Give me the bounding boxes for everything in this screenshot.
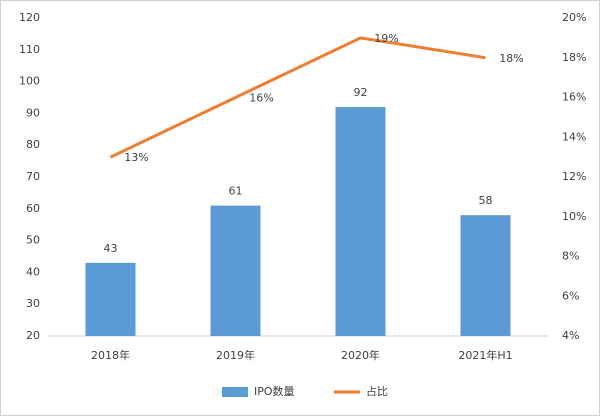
bar — [335, 107, 386, 336]
line-value-label: 16% — [249, 92, 273, 105]
bar-value-label: 92 — [354, 86, 368, 99]
y-tick-label: 90 — [26, 106, 40, 119]
y-tick-label: 60 — [26, 202, 40, 215]
y2-tick-label: 16% — [562, 91, 586, 104]
bar-value-label: 58 — [479, 194, 493, 207]
bar — [460, 215, 511, 336]
y2-tick-label: 12% — [562, 170, 586, 183]
bar-value-label: 43 — [104, 242, 118, 255]
x-tick-label: 2018年 — [91, 348, 130, 362]
line-value-label: 18% — [499, 52, 523, 65]
y-tick-label: 70 — [26, 170, 40, 183]
legend-swatch — [222, 387, 248, 397]
y2-tick-label: 4% — [562, 329, 579, 342]
y-tick-label: 40 — [26, 265, 40, 278]
line-value-label: 19% — [374, 32, 398, 45]
line-value-label: 13% — [124, 151, 148, 164]
x-tick-label: 2019年 — [216, 348, 255, 362]
y-tick-label: 110 — [19, 43, 40, 56]
line — [109, 36, 486, 159]
y2-tick-label: 6% — [562, 289, 579, 302]
bar-value-label: 61 — [229, 185, 243, 198]
y2-tick-label: 14% — [562, 130, 586, 143]
y-tick-label: 100 — [19, 75, 40, 88]
bar — [85, 262, 136, 336]
y2-tick-label: 20% — [562, 11, 586, 24]
y-tick-label: 80 — [26, 138, 40, 151]
legend-label: IPO数量 — [254, 385, 295, 398]
y-tick-label: 20 — [26, 329, 40, 342]
x-tick-label: 2021年H1 — [458, 348, 512, 362]
y2-tick-label: 8% — [562, 250, 579, 263]
y-tick-label: 30 — [26, 297, 40, 310]
legend-label: 占比 — [366, 384, 388, 398]
y2-tick-label: 10% — [562, 210, 586, 223]
y-tick-label: 120 — [19, 11, 40, 24]
bar — [210, 205, 261, 336]
y-tick-label: 50 — [26, 234, 40, 247]
x-tick-label: 2020年 — [341, 348, 380, 362]
y2-tick-label: 18% — [562, 51, 586, 64]
